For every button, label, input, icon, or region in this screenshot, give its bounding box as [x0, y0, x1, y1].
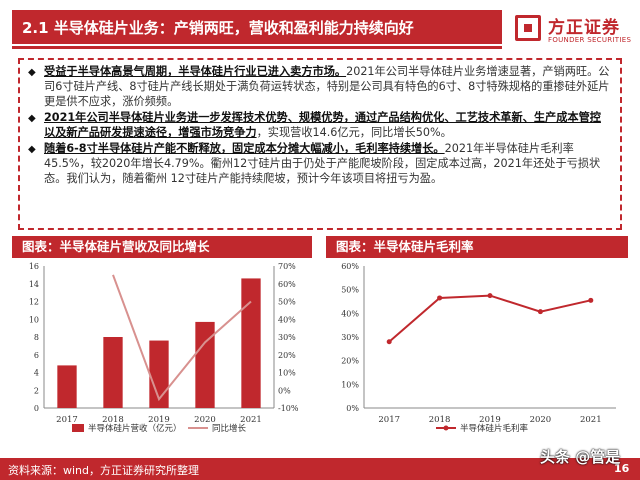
bullet-text: ，实现营收14.6亿元，同比增长50%。 [256, 126, 452, 139]
left-y-tick-label: 4 [34, 369, 39, 378]
revenue-chart-title: 图表：半导体硅片营收及同比增长 [12, 236, 312, 258]
right-y-tick-label: 60% [278, 280, 296, 289]
data-source: 资料来源：wind，方正证券研究所整理 [8, 464, 200, 477]
legend-point-swatch [443, 425, 449, 431]
legend-bar-label: 半导体硅片营收（亿元） [88, 423, 182, 434]
footer-bar [0, 458, 640, 480]
left-y-tick-label: 6 [34, 351, 39, 360]
x-tick-label: 2020 [530, 415, 552, 425]
founder-logo-icon [515, 15, 541, 41]
page-number: 16 [614, 462, 630, 475]
title-bar [12, 10, 502, 44]
bullet-text: 2021年公司半导体硅片业务增速显著，产销两旺。公司6寸硅片产线、8寸硅片产线长… [44, 65, 610, 108]
margin-point [487, 293, 493, 299]
right-y-tick-label: 30% [278, 333, 296, 342]
bullet-highlight: 2021年公司半导体硅片业务进一步发挥技术优势、规模优势，通过产品结构优化、工艺… [44, 111, 601, 139]
bullet-item: ◆ 受益于半导体高景气周期，半导体硅片行业已进入卖方市场。2021年公司半导体硅… [28, 64, 612, 109]
title-underline [12, 46, 502, 49]
slide-header: 2.1 半导体硅片业务：产销两旺，营收和盈利能力持续向好 方正证券 FOUNDE… [0, 0, 640, 58]
slide-title: 2.1 半导体硅片业务：产销两旺，营收和盈利能力持续向好 [22, 19, 414, 37]
legend-bar-swatch [72, 424, 84, 432]
right-y-tick-label: 40% [278, 315, 296, 324]
revenue-bar [195, 321, 215, 408]
left-y-tick-label: 8 [34, 333, 39, 342]
x-tick-label: 2020 [194, 415, 216, 425]
left-y-tick-label: 0 [34, 404, 39, 413]
revenue-bar [57, 365, 77, 408]
growth-line [112, 274, 252, 402]
right-y-tick-label: 0% [278, 386, 291, 395]
revenue-bar [103, 337, 123, 408]
right-y-tick-label: 20% [278, 351, 296, 360]
x-tick-label: 2017 [378, 415, 400, 425]
bullet-diamond-icon: ◆ [28, 144, 36, 155]
x-tick-label: 2018 [429, 415, 451, 425]
legend-line-label: 同比增长 [212, 423, 247, 434]
right-y-tick-label: 70% [278, 262, 296, 271]
bullet-highlight: 随着6-8寸半导体硅片产能不断释放，固定成本分摊大幅减小，毛利率持续增长。 [44, 142, 445, 155]
margin-point [437, 295, 443, 301]
y-tick-label: 0% [346, 404, 359, 413]
x-tick-label: 2019 [479, 415, 501, 425]
y-tick-label: 20% [341, 357, 359, 366]
margin-line [388, 294, 592, 343]
margin-chart-svg: 0% 10% 20% 30% 40% 50% 60% 2017 2018 2019 2020 2021… [341, 262, 616, 434]
y-tick-label: 30% [341, 333, 359, 342]
right-y-tick-label: -10% [278, 404, 299, 413]
bullet-item: ◆ 2021年公司半导体硅片业务进一步发挥技术优势、规模优势，通过产品结构优化、… [28, 110, 612, 140]
left-y-tick-label: 14 [29, 280, 39, 289]
margin-point [537, 309, 543, 315]
left-y-tick-label: 16 [29, 262, 39, 271]
watermark: 头条 @管是 [540, 448, 621, 466]
x-tick-label: 2021 [240, 415, 262, 425]
left-y-tick-label: 12 [29, 298, 39, 307]
y-tick-label: 40% [341, 309, 359, 318]
margin-chart: 0% 10% 20% 30% 40% 50% 60% 2017 2018 2019 2020 2021… [326, 258, 628, 462]
margin-point [386, 339, 392, 345]
logo-text-en: FOUNDER SECURITIES [548, 36, 632, 44]
x-tick-label: 2017 [56, 415, 78, 425]
bullet-text: 2021年半导体硅片毛利率45.5%，较2020年增长4.79%。衢州12寸硅片… [44, 142, 601, 185]
revenue-bar [241, 278, 261, 408]
logo-text-cn: 方正证券 [548, 18, 620, 38]
summary-box: ◆ 受益于半导体高景气周期，半导体硅片行业已进入卖方市场。2021年公司半导体硅… [18, 58, 622, 230]
right-y-tick-label: 10% [278, 369, 296, 378]
revenue-chart: 0 2 4 6 8 10 12 14 16 -10% 0% 10% 20% 30% 40% 50% 60% 70%… [12, 258, 312, 462]
legend-line-label: 半导体硅片毛利率 [460, 423, 529, 434]
x-tick-label: 2018 [102, 415, 124, 425]
bullet-highlight: 受益于半导体高景气周期，半导体硅片行业已进入卖方市场。 [44, 65, 347, 78]
x-tick-label: 2021 [580, 415, 602, 425]
revenue-chart-svg: 0 2 4 6 8 10 12 14 16 -10% 0% 10% 20% 30% 40% 50% 60% 70%… [29, 262, 299, 434]
y-tick-label: 10% [341, 380, 359, 389]
margin-chart-title: 图表：半导体硅片毛利率 [326, 236, 628, 258]
y-tick-label: 60% [341, 262, 359, 271]
bullet-item: ◆ 随着6-8寸半导体硅片产能不断释放，固定成本分摊大幅减小，毛利率持续增长。2… [28, 141, 612, 186]
bullet-diamond-icon: ◆ [28, 67, 36, 78]
left-y-tick-label: 10 [29, 315, 39, 324]
bullet-diamond-icon: ◆ [28, 113, 36, 124]
margin-point [588, 297, 594, 303]
y-tick-label: 50% [341, 286, 359, 295]
x-tick-label: 2019 [148, 415, 170, 425]
left-y-tick-label: 2 [34, 386, 39, 395]
revenue-bar [149, 340, 169, 408]
right-y-tick-label: 50% [278, 298, 296, 307]
